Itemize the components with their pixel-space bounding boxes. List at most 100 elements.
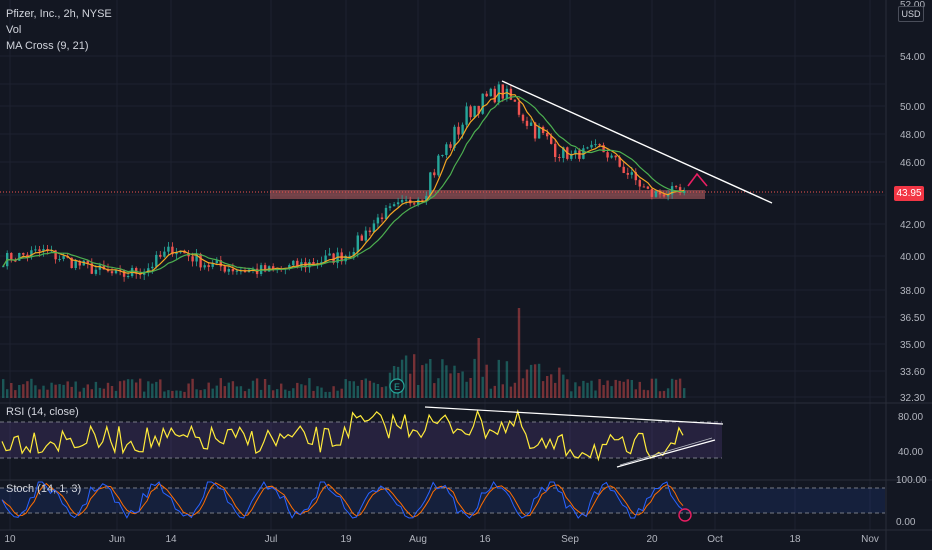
price-tick-32.30: 32.30 <box>900 393 925 404</box>
volume-legend[interactable]: Vol <box>6 24 22 36</box>
volume-bar-59 <box>239 386 243 398</box>
volume-bar-17 <box>70 386 73 398</box>
volume-bar-84 <box>340 388 343 398</box>
candle-body-125 <box>505 88 509 99</box>
candle-body-19 <box>78 261 81 266</box>
candle-body-17 <box>70 257 73 268</box>
volume-bar-18 <box>74 381 77 398</box>
volume-bar-157 <box>634 389 637 398</box>
volume-bar-31 <box>126 379 130 398</box>
candle-body-122 <box>493 88 496 103</box>
ma-cross-legend[interactable]: MA Cross (9, 21) <box>6 40 89 52</box>
volume-bar-66 <box>267 384 271 398</box>
candle-body-39 <box>159 254 162 257</box>
volume-bar-20 <box>82 387 85 398</box>
time-tick-18: 18 <box>789 534 801 545</box>
candle-body-28 <box>114 269 118 274</box>
rsi-legend[interactable]: RSI (14, close) <box>6 406 79 418</box>
candle-body-112 <box>453 126 456 148</box>
volume-bar-108 <box>437 378 440 398</box>
volume-bar-153 <box>618 380 621 398</box>
candle-body-55 <box>223 266 226 272</box>
volume-bar-57 <box>231 381 235 398</box>
volume-bar-131 <box>529 364 533 398</box>
price-tick-35.00: 35.00 <box>900 340 925 351</box>
candle-body-146 <box>590 144 593 148</box>
candle-body-0 <box>2 266 5 268</box>
candle-body-143 <box>578 150 581 159</box>
volume-bar-71 <box>288 390 291 398</box>
volume-bar-90 <box>364 378 367 398</box>
candle-body-47 <box>191 256 194 262</box>
stoch-legend[interactable]: Stoch (14, 1, 3) <box>6 483 82 495</box>
candle-body-153 <box>618 157 621 167</box>
volume-bar-36 <box>147 381 150 398</box>
volume-bar-103 <box>417 385 420 398</box>
candle-body-14 <box>58 259 61 260</box>
time-tick-Aug: Aug <box>409 534 427 545</box>
stoch-oversold-circle <box>678 508 692 522</box>
volume-bar-26 <box>106 382 110 398</box>
volume-bar-133 <box>537 363 541 398</box>
candle-body-67 <box>272 266 275 270</box>
volume-bar-116 <box>469 378 472 398</box>
volume-bar-167 <box>674 379 678 398</box>
time-tick-14: 14 <box>165 534 177 545</box>
candle-body-41 <box>167 246 170 252</box>
candle-body-109 <box>441 155 444 156</box>
stoch-tick-1: 0.00 <box>896 517 916 528</box>
volume-bar-168 <box>678 378 682 398</box>
candle-body-30 <box>122 270 126 277</box>
volume-bar-166 <box>670 378 674 398</box>
earnings-label: E <box>394 382 400 392</box>
candle-body-96 <box>388 206 392 208</box>
stoch-band-fill <box>0 488 885 513</box>
candle-body-158 <box>638 180 641 187</box>
volume-bar-35 <box>143 391 146 398</box>
volume-bar-112 <box>453 365 456 398</box>
volume-bar-104 <box>421 365 424 398</box>
candle-body-115 <box>465 106 468 125</box>
volume-bar-92 <box>372 382 376 398</box>
candle-body-156 <box>630 172 633 175</box>
candle-body-147 <box>594 144 597 146</box>
volume-bar-41 <box>167 390 170 398</box>
volume-bar-53 <box>215 385 218 398</box>
volume-bars <box>2 308 686 398</box>
price-tick-42.00: 42.00 <box>900 220 925 231</box>
volume-bar-105 <box>425 363 428 398</box>
volume-bar-43 <box>175 390 178 398</box>
volume-bar-128 <box>517 308 521 398</box>
candle-body-95 <box>384 207 388 219</box>
price-tick-54.00: 54.00 <box>900 52 925 63</box>
candle-body-149 <box>602 145 605 153</box>
stoch-k-line <box>1 480 684 519</box>
candle-body-111 <box>449 144 452 148</box>
volume-bar-162 <box>654 378 658 398</box>
volume-bar-27 <box>110 386 114 398</box>
volume-bar-78 <box>316 386 319 398</box>
candle-body-10 <box>42 249 45 252</box>
volume-bar-79 <box>320 387 323 398</box>
volume-bar-87 <box>352 381 355 398</box>
candle-body-71 <box>288 265 291 269</box>
currency-badge[interactable]: USD <box>898 6 924 22</box>
candle-body-85 <box>344 255 347 262</box>
candle-body-7 <box>30 250 33 257</box>
volume-bar-106 <box>429 359 432 398</box>
time-tick-16: 16 <box>479 534 491 545</box>
candle-body-102 <box>413 203 416 205</box>
candle-body-42 <box>171 246 174 255</box>
symbol-title[interactable]: Pfizer, Inc., 2h, NYSE <box>6 8 112 20</box>
volume-bar-144 <box>582 380 585 398</box>
candle-body-38 <box>155 254 158 267</box>
volume-bar-7 <box>30 378 33 398</box>
candle-body-130 <box>525 120 529 126</box>
volume-bar-132 <box>533 364 537 398</box>
volume-bar-55 <box>223 386 226 398</box>
volume-bar-94 <box>380 387 384 398</box>
candle-body-106 <box>429 172 432 196</box>
volume-bar-32 <box>130 379 134 398</box>
candle-body-160 <box>646 186 650 189</box>
